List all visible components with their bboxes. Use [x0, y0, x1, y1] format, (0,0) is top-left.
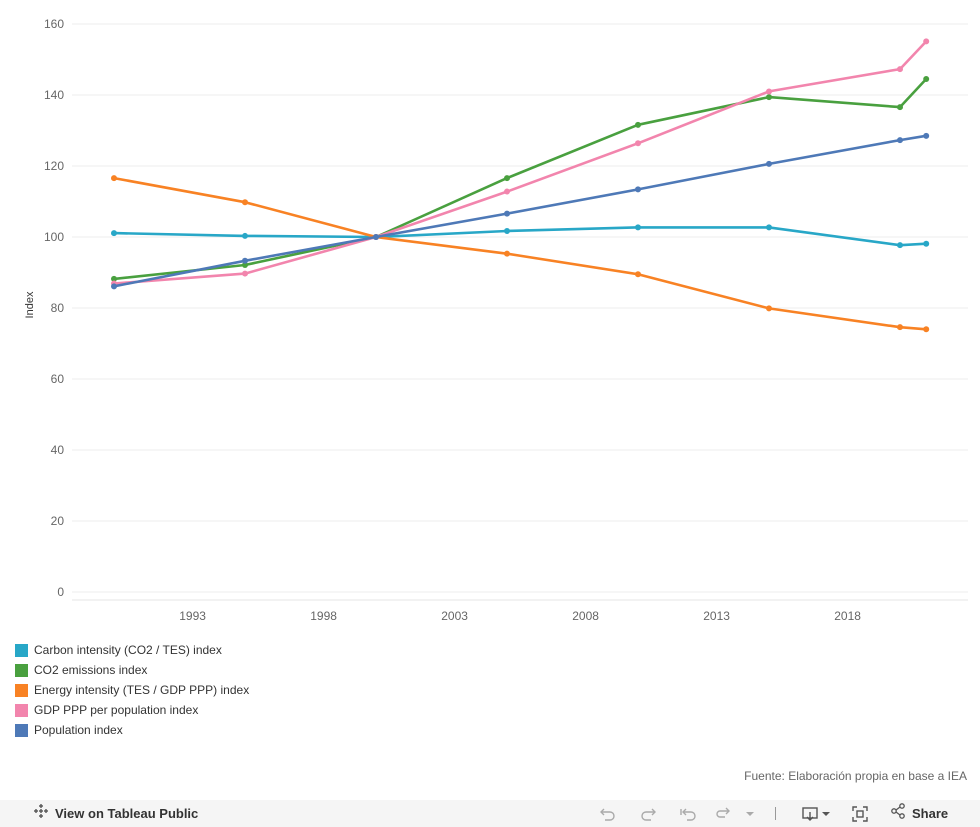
y-tick-label: 120 — [44, 159, 64, 173]
redo-icon[interactable] — [638, 800, 658, 827]
data-point[interactable] — [504, 188, 510, 195]
y-axis-title: Index — [24, 291, 36, 318]
data-point[interactable] — [766, 88, 772, 95]
legend-swatch — [15, 643, 28, 657]
series-4 — [111, 132, 930, 290]
series-line — [113, 78, 928, 281]
y-tick-label: 60 — [51, 372, 65, 386]
y-tick-label: 100 — [44, 230, 64, 244]
line-chart: 0 20 40 60 80 100 120 140 160 1993 1998 2003 2008 20… — [24, 17, 968, 623]
y-tick-label: 80 — [51, 301, 65, 315]
tableau-logo-icon — [33, 803, 49, 824]
data-point[interactable] — [923, 38, 930, 45]
legend-item[interactable]: CO2 emissions index — [15, 660, 249, 680]
x-tick-label: 1993 — [179, 609, 206, 623]
legend-item[interactable]: Carbon intensity (CO2 / TES) index — [15, 640, 249, 660]
legend-swatch — [15, 723, 28, 737]
data-point[interactable] — [635, 140, 641, 147]
data-point[interactable] — [923, 326, 930, 333]
tableau-toolbar: View on Tableau Public Share — [0, 800, 980, 827]
share-icon — [890, 803, 906, 824]
data-point[interactable] — [242, 262, 248, 269]
legend-label: Population index — [34, 723, 123, 737]
data-point[interactable] — [111, 275, 117, 282]
data-point[interactable] — [242, 270, 248, 277]
data-point[interactable] — [635, 224, 641, 231]
data-point[interactable] — [766, 305, 772, 312]
data-point[interactable] — [111, 230, 117, 237]
legend-item[interactable]: Population index — [15, 720, 249, 740]
y-tick-label: 160 — [44, 17, 64, 31]
series-line — [113, 134, 927, 288]
data-point[interactable] — [504, 227, 510, 234]
series-3 — [111, 38, 930, 287]
fullscreen-icon[interactable] — [850, 800, 870, 827]
series-line — [113, 226, 927, 247]
data-point[interactable] — [897, 66, 903, 73]
legend-swatch — [15, 703, 28, 717]
data-point[interactable] — [504, 250, 510, 257]
view-on-tableau-public-label: View on Tableau Public — [55, 806, 199, 821]
legend-item[interactable]: GDP PPP per population index — [15, 700, 249, 720]
source-note: Fuente: Elaboración propia en base a IEA — [744, 769, 967, 783]
data-point[interactable] — [923, 76, 930, 83]
series-line — [113, 40, 928, 285]
data-point[interactable] — [635, 121, 641, 128]
revert-icon[interactable] — [678, 800, 698, 827]
data-point[interactable] — [897, 324, 903, 331]
y-tick-label: 40 — [51, 443, 65, 457]
data-point[interactable] — [923, 240, 930, 247]
x-tick-label: 2018 — [834, 609, 861, 623]
data-point[interactable] — [242, 232, 248, 239]
undo-icon[interactable] — [598, 800, 618, 827]
data-point[interactable] — [111, 175, 117, 182]
refresh-icon[interactable] — [714, 800, 734, 827]
data-point[interactable] — [897, 242, 903, 249]
view-on-tableau-public-button[interactable]: View on Tableau Public — [33, 800, 198, 827]
series-0 — [111, 224, 930, 249]
x-tick-label: 2003 — [441, 609, 468, 623]
series — [111, 38, 930, 333]
legend-item[interactable]: Energy intensity (TES / GDP PPP) index — [15, 680, 249, 700]
data-point[interactable] — [504, 175, 510, 182]
series-1 — [111, 76, 930, 282]
legend: Carbon intensity (CO2 / TES) index CO2 em… — [15, 640, 249, 740]
data-point[interactable] — [373, 234, 379, 240]
y-axis-ticks: 0 20 40 60 80 100 120 140 160 — [44, 17, 64, 599]
x-tick-label: 1998 — [310, 609, 337, 623]
gridlines — [72, 23, 968, 601]
x-tick-label: 2013 — [703, 609, 730, 623]
legend-label: Energy intensity (TES / GDP PPP) index — [34, 683, 250, 697]
refresh-dropdown-icon[interactable] — [742, 800, 758, 827]
data-point[interactable] — [766, 94, 772, 101]
x-tick-label: 2008 — [572, 609, 599, 623]
download-icon[interactable] — [800, 800, 832, 827]
data-point[interactable] — [766, 160, 772, 167]
data-point[interactable] — [635, 186, 641, 193]
data-point[interactable] — [923, 132, 930, 139]
legend-swatch — [15, 663, 28, 677]
series-2 — [111, 175, 930, 333]
data-point[interactable] — [242, 199, 248, 206]
data-point[interactable] — [504, 210, 510, 217]
share-label: Share — [912, 806, 949, 821]
y-tick-label: 140 — [44, 88, 64, 102]
y-tick-label: 0 — [57, 585, 64, 599]
series-line — [113, 176, 927, 331]
legend-label: GDP PPP per population index — [34, 703, 199, 717]
legend-label: Carbon intensity (CO2 / TES) index — [34, 643, 222, 657]
x-axis-ticks: 1993 1998 2003 2008 2013 2018 — [179, 609, 861, 623]
data-point[interactable] — [111, 283, 117, 290]
data-point[interactable] — [635, 271, 641, 278]
data-point[interactable] — [242, 257, 248, 264]
data-point[interactable] — [897, 104, 903, 111]
y-tick-label: 20 — [51, 514, 65, 528]
legend-swatch — [15, 683, 28, 697]
legend-label: CO2 emissions index — [34, 663, 148, 677]
data-point[interactable] — [897, 137, 903, 144]
toolbar-divider — [775, 807, 776, 820]
share-button[interactable]: Share — [890, 800, 948, 827]
data-point[interactable] — [766, 224, 772, 231]
